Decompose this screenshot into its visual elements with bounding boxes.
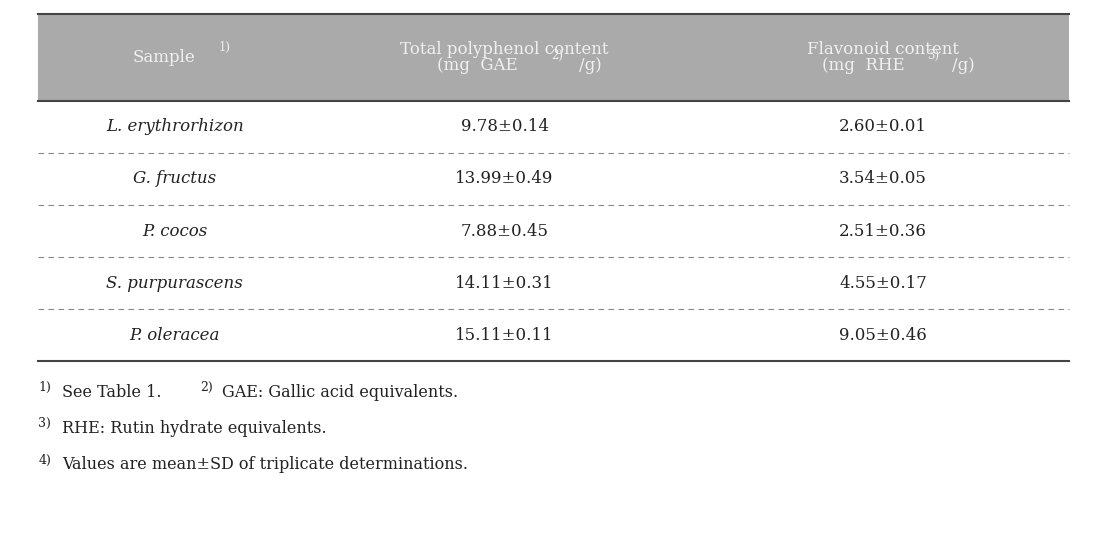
Text: Sample: Sample	[133, 49, 195, 66]
Text: GAE: Gallic acid equivalents.: GAE: Gallic acid equivalents.	[222, 384, 458, 400]
Text: Flavonoid content: Flavonoid content	[807, 41, 959, 58]
Text: 13.99±0.49: 13.99±0.49	[455, 170, 553, 188]
Text: 15.11±0.11: 15.11±0.11	[455, 326, 553, 344]
Bar	[38, 257, 1069, 309]
Text: 2): 2)	[551, 49, 563, 62]
Text: RHE: Rutin hydrate equivalents.: RHE: Rutin hydrate equivalents.	[62, 420, 327, 437]
Text: Total polyphenol content: Total polyphenol content	[400, 41, 608, 58]
Text: /g): /g)	[579, 57, 602, 74]
Bar	[38, 153, 1069, 205]
Text: 2.51±0.36: 2.51±0.36	[840, 222, 927, 240]
Text: 4.55±0.17: 4.55±0.17	[840, 274, 927, 292]
Text: (mg  GAE: (mg GAE	[437, 57, 517, 74]
Text: See Table 1.: See Table 1.	[62, 384, 162, 400]
Bar	[38, 205, 1069, 257]
Bar	[38, 14, 1069, 101]
Text: 2.60±0.01: 2.60±0.01	[840, 118, 927, 136]
Text: 7.88±0.45: 7.88±0.45	[460, 222, 548, 240]
Text: L. erythrorhizon: L. erythrorhizon	[106, 118, 243, 136]
Text: (mg  RHE: (mg RHE	[822, 57, 905, 74]
Text: 1): 1)	[38, 381, 52, 394]
Text: 2): 2)	[201, 381, 214, 394]
Text: G. fructus: G. fructus	[134, 170, 216, 188]
Text: Values are mean±SD of triplicate determinations.: Values are mean±SD of triplicate determi…	[62, 456, 468, 473]
Text: 4): 4)	[38, 454, 52, 466]
Text: 1): 1)	[219, 41, 230, 54]
Text: 3): 3)	[927, 49, 939, 62]
Bar	[38, 101, 1069, 153]
Text: 3.54±0.05: 3.54±0.05	[840, 170, 927, 188]
Text: S. purpurascens: S. purpurascens	[106, 274, 243, 292]
Text: P. cocos: P. cocos	[142, 222, 207, 240]
Text: 14.11±0.31: 14.11±0.31	[455, 274, 553, 292]
Text: /g): /g)	[952, 57, 975, 74]
Text: 3): 3)	[38, 417, 52, 430]
Text: 9.05±0.46: 9.05±0.46	[840, 326, 927, 344]
Text: P. oleracea: P. oleracea	[129, 326, 220, 344]
Bar	[38, 309, 1069, 361]
Text: 9.78±0.14: 9.78±0.14	[460, 118, 548, 136]
